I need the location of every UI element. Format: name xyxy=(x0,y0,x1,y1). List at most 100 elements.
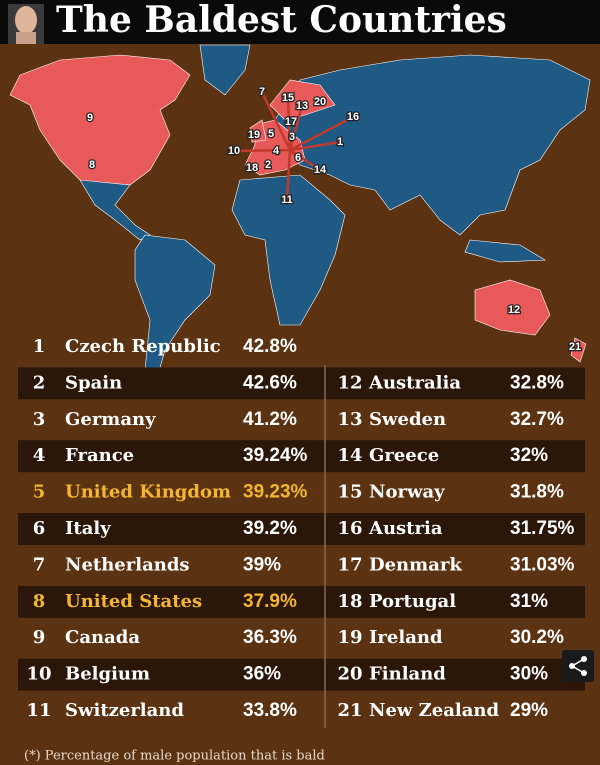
map-marker: 8 xyxy=(89,159,95,171)
title: The Baldest Countries xyxy=(56,0,507,41)
map-marker: 19 xyxy=(248,129,260,141)
map-marker: 13 xyxy=(296,100,308,112)
rank: 7 xyxy=(33,554,46,575)
rank: 6 xyxy=(33,518,46,539)
map-marker: 12 xyxy=(508,304,520,316)
map-marker: 11 xyxy=(281,194,293,206)
map-marker: 9 xyxy=(87,112,93,124)
map-marker: 21 xyxy=(569,341,581,353)
rank: 19 xyxy=(337,627,362,648)
country: Canada xyxy=(65,627,140,648)
rank: 21 xyxy=(337,700,362,721)
percentage: 41.2% xyxy=(243,409,297,430)
percentage: 31.75% xyxy=(510,518,575,539)
rank: 8 xyxy=(33,591,46,612)
country: Italy xyxy=(65,518,111,539)
rank: 18 xyxy=(337,591,362,612)
percentage: 31.03% xyxy=(510,554,575,575)
percentage: 39.23% xyxy=(243,482,308,503)
map-marker: 18 xyxy=(246,162,258,174)
map-marker: 2 xyxy=(265,159,271,171)
country: Netherlands xyxy=(65,554,190,575)
percentage: 39% xyxy=(243,554,281,575)
country: Germany xyxy=(65,409,156,430)
percentage: 32.8% xyxy=(510,372,564,393)
rank: 1 xyxy=(33,336,46,357)
percentage: 36% xyxy=(243,664,281,685)
map-marker: 16 xyxy=(347,111,359,123)
rank: 10 xyxy=(26,664,51,685)
percentage: 39.2% xyxy=(243,518,297,539)
map-marker: 7 xyxy=(259,86,265,98)
percentage: 30.2% xyxy=(510,627,564,648)
rank: 17 xyxy=(337,554,362,575)
country: Greece xyxy=(369,445,439,466)
percentage: 36.3% xyxy=(243,627,297,648)
country: Portugal xyxy=(369,591,456,612)
map-marker: 3 xyxy=(289,131,295,143)
rank: 4 xyxy=(33,445,46,466)
percentage: 37.9% xyxy=(243,591,297,612)
percentage: 39.24% xyxy=(243,445,308,466)
map-marker: 10 xyxy=(228,145,240,157)
row-band xyxy=(18,513,585,545)
marker-leader xyxy=(286,97,292,151)
country: France xyxy=(65,445,134,466)
row-band xyxy=(18,440,585,473)
percentage: 33.8% xyxy=(243,700,297,721)
map-marker: 6 xyxy=(295,152,301,164)
percentage: 32.7% xyxy=(510,409,564,430)
country: Czech Republic xyxy=(65,336,221,357)
marker-leader xyxy=(289,115,354,152)
percentage: 29% xyxy=(510,700,548,721)
marker-leader xyxy=(289,140,341,152)
rank: 12 xyxy=(337,372,362,393)
row-band xyxy=(18,658,585,691)
country: Australia xyxy=(368,372,461,393)
country: Sweden xyxy=(369,409,446,430)
share-button[interactable] xyxy=(562,650,594,682)
country: Norway xyxy=(369,482,445,503)
rank: 13 xyxy=(337,409,362,430)
percentage: 42.6% xyxy=(243,372,297,393)
row-band xyxy=(18,585,585,618)
title-bar xyxy=(0,0,600,44)
map-marker: 5 xyxy=(268,128,274,140)
country: Ireland xyxy=(369,627,443,648)
percentage: 32% xyxy=(510,445,548,466)
rank: 15 xyxy=(337,482,362,503)
rank: 11 xyxy=(26,700,51,721)
marker-leader xyxy=(233,148,291,153)
rank: 2 xyxy=(33,372,46,393)
map-marker: 15 xyxy=(282,92,294,104)
country: Spain xyxy=(65,372,122,393)
country: Denmark xyxy=(369,554,462,575)
percentage: 31% xyxy=(510,591,548,612)
rank: 20 xyxy=(337,664,362,685)
map-marker: 20 xyxy=(314,96,326,108)
country: Switzerland xyxy=(65,700,184,721)
rank: 14 xyxy=(337,445,362,466)
marker-leader xyxy=(285,149,292,201)
percentage: 31.8% xyxy=(510,482,564,503)
marker-leader xyxy=(260,91,292,151)
rank: 3 xyxy=(33,409,46,430)
world-map xyxy=(9,44,591,386)
rank: 9 xyxy=(33,627,46,648)
rank: 5 xyxy=(33,482,46,503)
footnote: (*) Percentage of male population that i… xyxy=(24,749,325,764)
country: Finland xyxy=(369,664,446,685)
map-marker: 17 xyxy=(285,116,297,128)
marker-leader xyxy=(289,149,299,159)
map-marker: 4 xyxy=(273,145,280,157)
rank: 16 xyxy=(337,518,362,539)
country: New Zealand xyxy=(369,700,500,721)
marker-leader xyxy=(288,105,304,151)
percentage: 30% xyxy=(510,664,548,685)
percentage: 42.8% xyxy=(243,336,297,357)
country: Austria xyxy=(368,518,443,539)
country: United Kingdom xyxy=(65,482,231,503)
map-marker: 14 xyxy=(314,164,327,176)
map-marker: 1 xyxy=(337,136,343,148)
